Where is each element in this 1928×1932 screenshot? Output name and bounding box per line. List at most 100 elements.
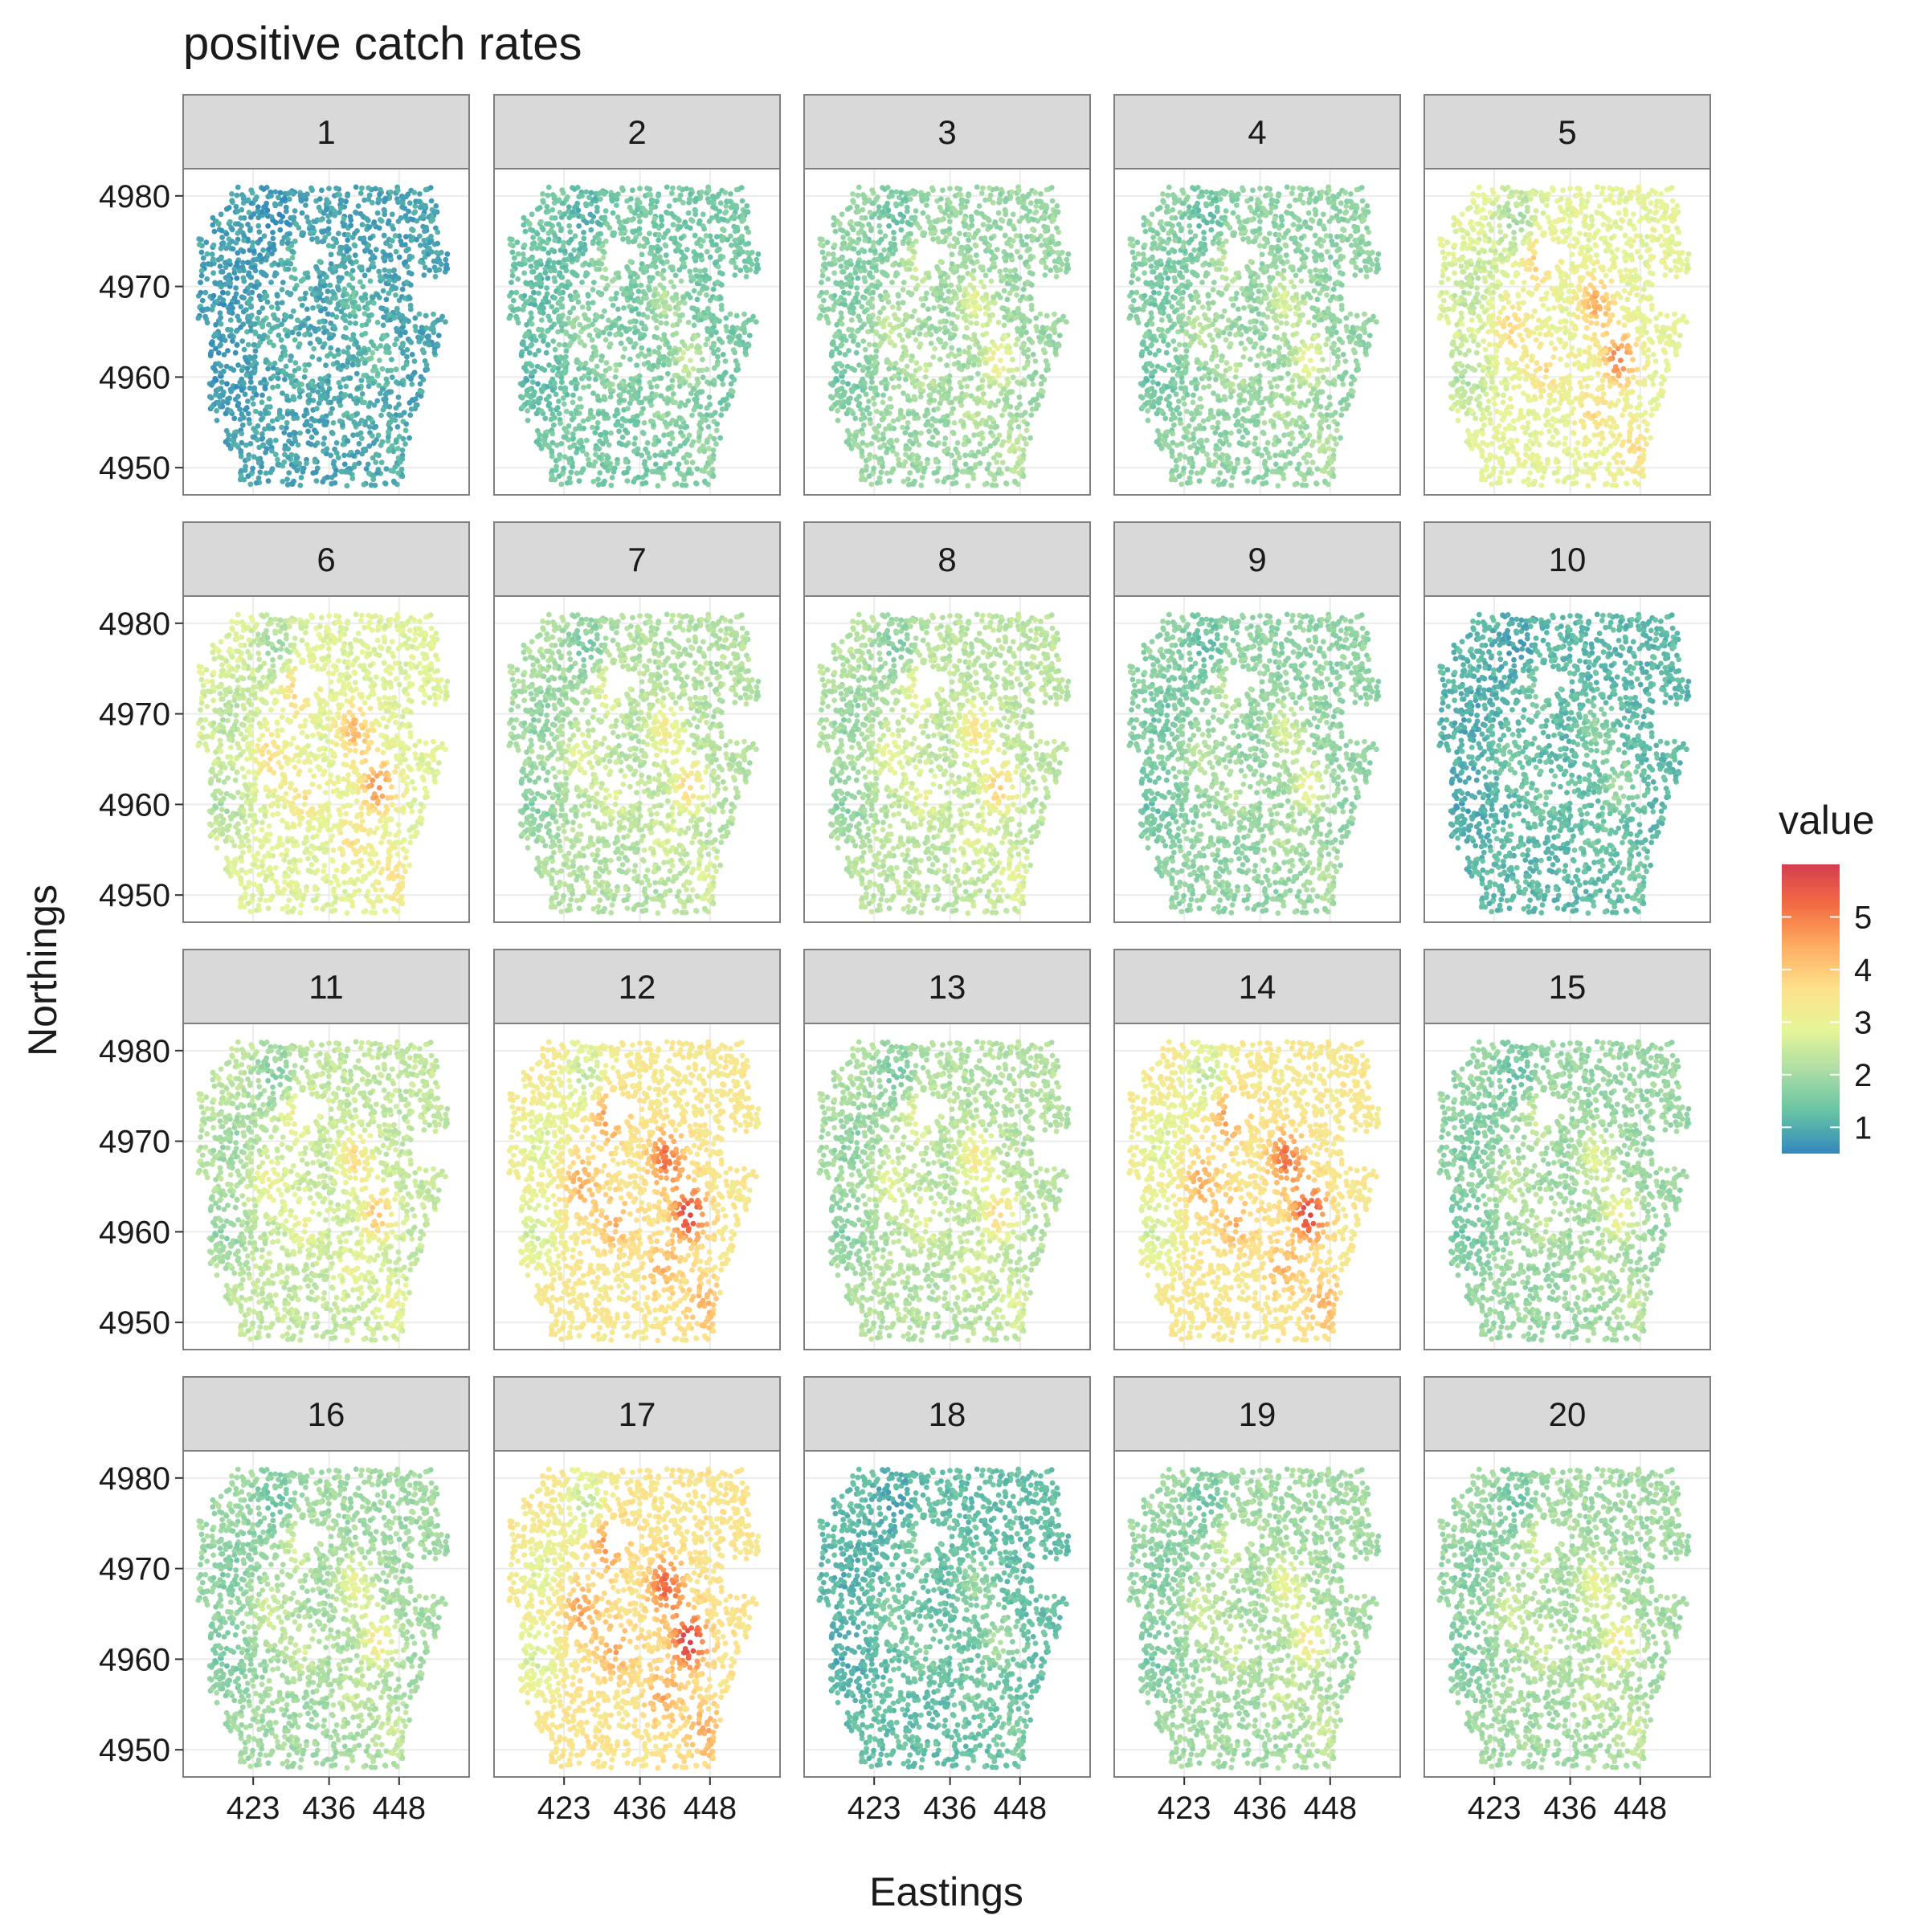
data-point [417,191,423,197]
data-point [670,451,676,457]
data-point [574,292,580,298]
data-point [319,382,325,387]
data-point [265,223,271,229]
data-point [318,217,324,223]
data-point [384,377,390,382]
data-point [823,314,829,320]
data-point [389,357,394,362]
data-point [570,393,576,398]
data-point [506,316,512,321]
data-point [406,256,412,262]
data-point [647,380,653,386]
data-point [623,291,629,296]
data-point [198,280,203,285]
data-point [386,389,392,394]
data-point [275,300,280,306]
data-point [214,418,220,423]
data-point [564,268,570,274]
data-point [549,325,554,330]
data-point [601,481,607,487]
data-point [284,209,289,214]
data-point [698,252,704,258]
data-point [216,386,222,392]
data-point [272,202,278,207]
data-point [289,410,295,416]
data-point [521,339,526,345]
data-point [1024,421,1030,427]
data-point [395,424,401,430]
data-point [390,211,395,217]
data-point [719,303,725,308]
data-point [269,304,275,310]
data-point [252,284,258,289]
data-point [672,349,678,354]
data-point [861,260,867,266]
data-point [590,345,596,350]
data-point [648,263,654,269]
data-point [375,371,381,377]
data-point [516,251,521,257]
data-point [529,284,535,290]
data-point [676,300,682,306]
data-point [706,424,712,430]
data-point [583,325,589,330]
data-point [234,276,239,281]
data-point [427,342,432,348]
data-point [704,233,709,239]
data-point [317,357,322,362]
data-point [234,329,239,334]
data-point [267,396,272,402]
data-point [439,250,444,255]
data-point [627,205,633,210]
data-point [632,239,638,244]
data-point [228,366,234,371]
data-point [509,237,515,243]
data-point [539,327,545,333]
data-point [429,198,435,204]
data-point [244,405,250,410]
data-point [340,363,345,369]
data-point [421,272,427,278]
data-point [579,193,585,198]
data-point [706,199,712,205]
data-point [697,219,703,224]
data-point [677,415,683,421]
data-point [292,337,298,343]
data-point [527,221,533,227]
data-point [371,342,377,348]
data-point [270,236,276,242]
data-point [608,483,614,488]
data-point [329,406,335,412]
data-point [696,368,701,374]
data-point [302,332,308,337]
data-point [401,378,406,383]
data-point [692,288,697,294]
data-point [423,264,428,270]
data-point [270,230,276,235]
data-point [368,279,374,284]
data-point [670,323,676,329]
data-point [300,210,305,216]
data-point [1044,264,1049,270]
data-point [604,460,610,466]
data-point [370,295,376,300]
data-point [380,386,386,392]
data-point [553,468,559,473]
data-point [288,357,293,363]
data-point [235,362,241,368]
data-point [359,435,365,441]
data-point [575,404,581,410]
data-point [412,370,418,375]
data-point [198,290,203,296]
data-point [246,198,251,203]
data-point [326,219,332,224]
data-point [353,252,358,258]
data-point [445,251,451,257]
data-point [259,399,265,405]
data-point [237,406,243,412]
data-point [595,333,601,338]
data-point [282,446,288,451]
data-point [355,398,361,404]
data-point [672,235,678,241]
